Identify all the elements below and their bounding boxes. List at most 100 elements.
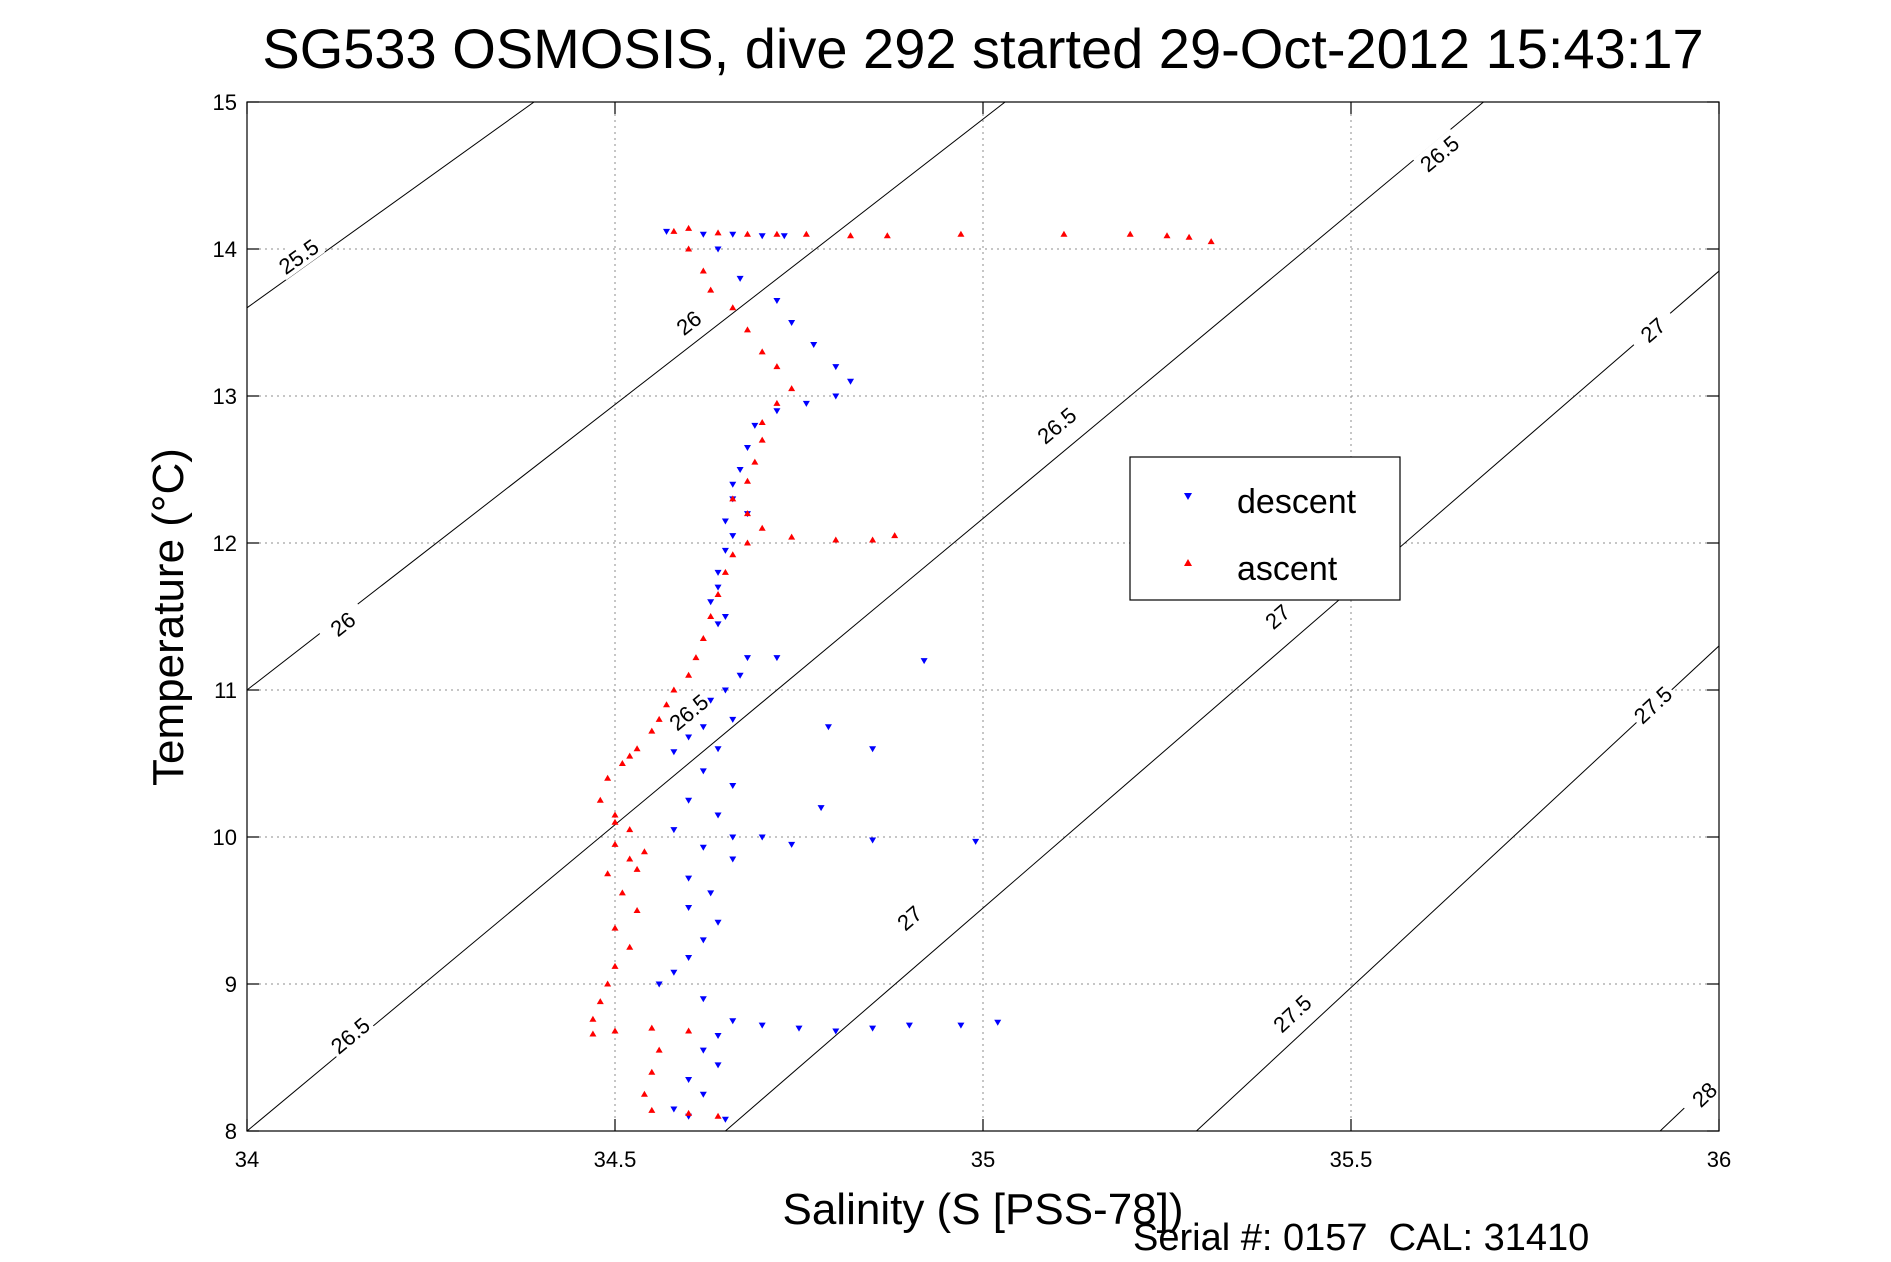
ascent-point bbox=[604, 980, 612, 987]
ascent-point bbox=[685, 1027, 693, 1034]
descent-point bbox=[714, 569, 722, 576]
ascent-point bbox=[596, 998, 604, 1005]
legend-descent-label: descent bbox=[1237, 483, 1357, 521]
descent-point bbox=[721, 614, 729, 620]
descent-point bbox=[810, 342, 818, 349]
ascent-point bbox=[707, 613, 715, 619]
data-points bbox=[589, 224, 1215, 1123]
ascent-point bbox=[626, 826, 634, 833]
y-axis-label: Temperature (°C) bbox=[144, 448, 193, 786]
contour-label-background bbox=[316, 599, 369, 649]
contour-label-background bbox=[1251, 591, 1304, 642]
ascent-point bbox=[714, 590, 722, 597]
descent-point bbox=[714, 621, 722, 628]
ascent-point bbox=[802, 230, 810, 237]
ascent-point bbox=[640, 848, 648, 855]
legend-box bbox=[1129, 456, 1401, 601]
descent-point bbox=[795, 1025, 803, 1032]
descent-point bbox=[714, 812, 722, 819]
descent-point bbox=[736, 672, 744, 679]
descent-point bbox=[655, 981, 663, 988]
descent-point bbox=[685, 955, 693, 962]
contour-label-background bbox=[662, 298, 715, 347]
descent-point bbox=[920, 658, 928, 665]
descent-point bbox=[780, 233, 788, 240]
ascent-point bbox=[773, 230, 781, 237]
ascent-point bbox=[670, 686, 678, 693]
ascent-point bbox=[721, 568, 729, 575]
ascent-point bbox=[743, 326, 751, 333]
descent-point bbox=[714, 919, 722, 926]
descent-point bbox=[729, 231, 737, 238]
descent-point bbox=[729, 1018, 737, 1025]
density-contour-26.5 bbox=[247, 102, 1484, 1131]
ascent-point bbox=[611, 818, 619, 825]
descent-point bbox=[721, 547, 729, 554]
ascent-point bbox=[611, 962, 619, 969]
ascent-point bbox=[773, 363, 781, 370]
y-tick-label: 12 bbox=[213, 531, 237, 556]
ascent-point bbox=[655, 715, 663, 722]
descent-point bbox=[721, 1116, 729, 1123]
ascent-point bbox=[589, 1030, 597, 1037]
ascent-point bbox=[699, 635, 707, 642]
descent-point bbox=[824, 724, 832, 731]
contour-label-background bbox=[323, 1010, 377, 1061]
x-tick-label: 36 bbox=[1707, 1147, 1731, 1172]
ascent-point bbox=[729, 495, 737, 502]
x-tick-label: 34.5 bbox=[594, 1147, 637, 1172]
ascent-point bbox=[758, 348, 766, 355]
x-tick-label: 35.5 bbox=[1330, 1147, 1373, 1172]
descent-point bbox=[699, 996, 707, 1003]
descent-point bbox=[972, 838, 980, 845]
legend-ascent-label: ascent bbox=[1237, 550, 1338, 588]
descent-point bbox=[699, 724, 707, 731]
contour-label-background bbox=[1413, 128, 1466, 179]
descent-point bbox=[788, 841, 796, 848]
ascent-point bbox=[655, 1046, 663, 1053]
ascent-point bbox=[685, 245, 693, 252]
descent-point bbox=[743, 444, 751, 451]
y-tick-label: 14 bbox=[213, 237, 237, 262]
x-tick-label: 34 bbox=[235, 1147, 259, 1172]
ascent-point bbox=[618, 760, 626, 766]
ascent-point bbox=[699, 267, 707, 274]
ascent-point bbox=[832, 536, 840, 543]
ascent-point bbox=[626, 855, 634, 862]
descent-point bbox=[758, 1022, 766, 1029]
ascent-point bbox=[758, 418, 766, 425]
ascent-point bbox=[891, 532, 899, 539]
ascent-point bbox=[596, 796, 604, 803]
descent-point bbox=[729, 716, 737, 723]
descent-point bbox=[714, 1062, 722, 1069]
ascent-point bbox=[648, 1024, 656, 1031]
descent-point bbox=[699, 231, 707, 238]
descent-point bbox=[685, 875, 693, 882]
chart-title: SG533 OSMOSIS, dive 292 started 29-Oct-2… bbox=[262, 17, 1703, 80]
ascent-point bbox=[685, 1109, 693, 1116]
y-tick-label: 13 bbox=[213, 384, 237, 409]
descent-point bbox=[707, 890, 715, 897]
density-contour-26 bbox=[247, 102, 1006, 691]
y-tick-label: 11 bbox=[214, 678, 237, 703]
descent-point bbox=[743, 655, 751, 662]
descent-point bbox=[714, 246, 722, 253]
descent-point bbox=[957, 1022, 965, 1029]
contour-label-background bbox=[883, 893, 936, 943]
descent-point bbox=[729, 783, 737, 790]
ascent-point bbox=[788, 385, 796, 392]
descent-point bbox=[905, 1022, 913, 1029]
ascent-point bbox=[847, 232, 855, 239]
plot-area bbox=[247, 102, 1719, 1131]
footer-serial-cal: Serial #: 0157 CAL: 31410 bbox=[1133, 1217, 1589, 1259]
descent-point bbox=[670, 827, 678, 834]
ascent-point bbox=[626, 752, 634, 759]
descent-point bbox=[773, 408, 781, 415]
ascent-point bbox=[883, 232, 891, 239]
contour-label-background bbox=[1678, 1069, 1730, 1120]
ascent-point bbox=[714, 229, 722, 236]
contour-label-background bbox=[1627, 679, 1679, 730]
descent-point bbox=[685, 905, 693, 912]
ascent-point bbox=[611, 1027, 619, 1034]
